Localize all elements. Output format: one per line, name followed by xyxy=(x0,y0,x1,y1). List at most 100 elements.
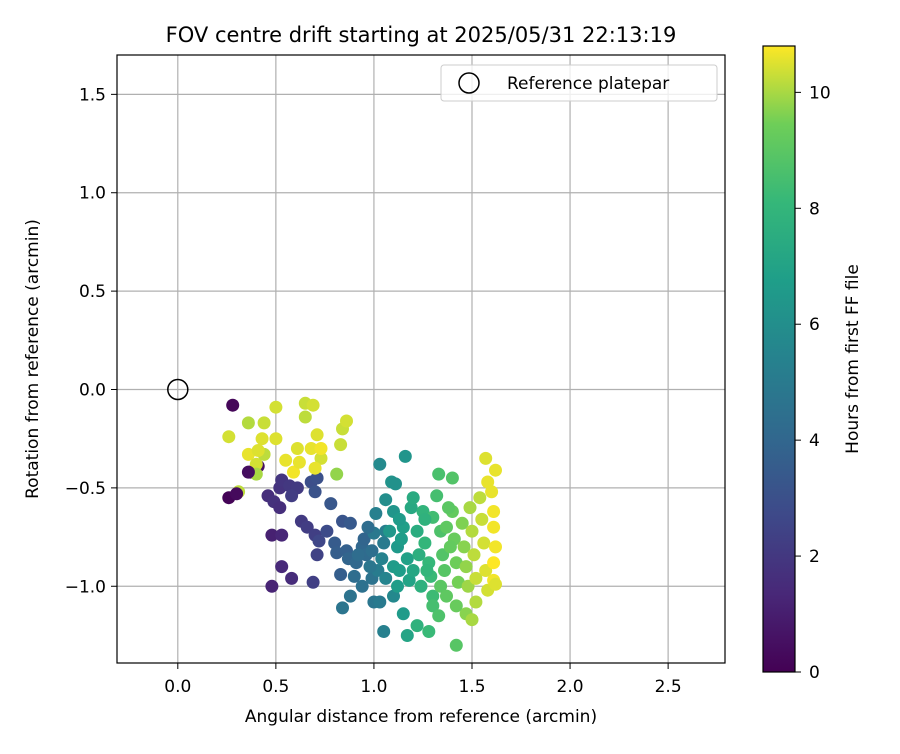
data-point xyxy=(436,548,450,562)
y-tick-label: 1.5 xyxy=(79,85,106,105)
data-point xyxy=(481,475,495,489)
data-point xyxy=(469,571,483,585)
grid-lines xyxy=(117,55,725,663)
y-tick-label: −1.0 xyxy=(65,577,106,597)
data-point xyxy=(290,442,304,455)
data-point xyxy=(265,528,279,542)
data-point xyxy=(330,546,344,560)
data-point xyxy=(477,536,491,550)
data-point xyxy=(449,556,463,570)
data-point xyxy=(459,560,473,574)
data-point xyxy=(392,512,406,526)
data-point xyxy=(300,520,314,534)
colorbar-label: Hours from first FF file xyxy=(843,264,863,454)
data-point xyxy=(457,540,471,554)
data-point xyxy=(396,607,410,621)
reference-point-marker xyxy=(167,378,189,401)
data-point xyxy=(475,512,489,526)
data-point xyxy=(479,564,493,577)
data-point xyxy=(489,463,502,477)
data-point xyxy=(251,444,265,457)
data-point xyxy=(304,442,318,455)
data-point xyxy=(340,414,353,428)
data-point xyxy=(451,575,465,589)
data-point xyxy=(292,455,306,469)
data-point xyxy=(406,491,420,505)
data-point xyxy=(279,453,293,467)
data-point xyxy=(310,471,324,485)
data-point xyxy=(269,400,283,414)
legend-entry-reference-platepar: Reference platepar xyxy=(507,74,669,94)
data-point xyxy=(443,540,457,554)
data-point xyxy=(357,532,371,546)
data-point xyxy=(406,564,420,577)
x-axis-ticks: 0.0 0.5 1.0 1.5 2.0 2.5 xyxy=(164,663,682,697)
data-point xyxy=(230,487,244,501)
x-tick-label: 1.5 xyxy=(458,677,485,697)
data-point xyxy=(226,398,240,412)
data-point xyxy=(241,416,255,430)
data-point xyxy=(449,638,463,652)
data-point xyxy=(334,438,348,452)
data-point xyxy=(351,548,365,562)
data-point xyxy=(489,540,502,554)
data-point xyxy=(377,625,391,638)
data-point xyxy=(463,501,477,515)
data-point xyxy=(440,520,453,534)
data-point xyxy=(363,560,377,574)
colorbar-tick-label: 8 xyxy=(809,199,820,219)
data-point xyxy=(438,564,451,577)
data-point xyxy=(420,564,434,577)
y-tick-label: 1.0 xyxy=(79,184,106,204)
data-point xyxy=(343,589,357,603)
data-point xyxy=(373,457,387,471)
data-point xyxy=(465,524,479,538)
data-point xyxy=(387,589,400,603)
data-point xyxy=(422,625,436,638)
data-point xyxy=(479,451,493,465)
colorbar-tick-label: 4 xyxy=(809,431,820,451)
data-point xyxy=(461,579,475,593)
data-point xyxy=(400,552,414,566)
data-point xyxy=(432,467,446,481)
data-point xyxy=(467,548,481,562)
data-point xyxy=(265,579,279,593)
data-point xyxy=(489,577,502,591)
data-point xyxy=(324,497,338,511)
data-point xyxy=(222,430,236,444)
data-point xyxy=(298,410,312,424)
data-point xyxy=(285,489,299,503)
chart-title: FOV centre drift starting at 2025/05/31 … xyxy=(166,23,677,47)
colorbar-tick-label: 2 xyxy=(809,547,820,567)
data-point xyxy=(355,579,369,593)
colorbar-tick-label: 0 xyxy=(809,663,820,683)
data-point xyxy=(418,536,432,550)
data-point xyxy=(445,471,459,485)
data-point xyxy=(487,520,501,534)
data-point xyxy=(400,629,414,642)
data-point xyxy=(314,451,328,465)
data-point xyxy=(394,532,408,546)
data-point xyxy=(241,447,255,461)
data-point xyxy=(410,619,424,633)
data-point xyxy=(308,485,322,499)
data-point xyxy=(473,491,487,505)
data-point xyxy=(432,609,446,623)
colorbar-tick-label: 10 xyxy=(809,83,831,103)
data-point xyxy=(442,501,455,515)
data-point xyxy=(418,512,432,526)
data-point xyxy=(434,579,448,593)
data-point xyxy=(343,516,357,530)
colorbar xyxy=(762,45,796,673)
x-axis-label: Angular distance from reference (arcmin) xyxy=(245,707,597,727)
legend: Reference platepar xyxy=(440,64,718,102)
data-point xyxy=(391,579,404,593)
data-point xyxy=(440,589,453,603)
data-point xyxy=(404,501,418,515)
data-point xyxy=(334,568,348,581)
data-point xyxy=(257,416,271,430)
data-point xyxy=(241,465,255,479)
data-point xyxy=(373,595,387,609)
data-point xyxy=(485,485,499,499)
y-axis-label: Rotation from reference (arcmin) xyxy=(23,219,43,499)
